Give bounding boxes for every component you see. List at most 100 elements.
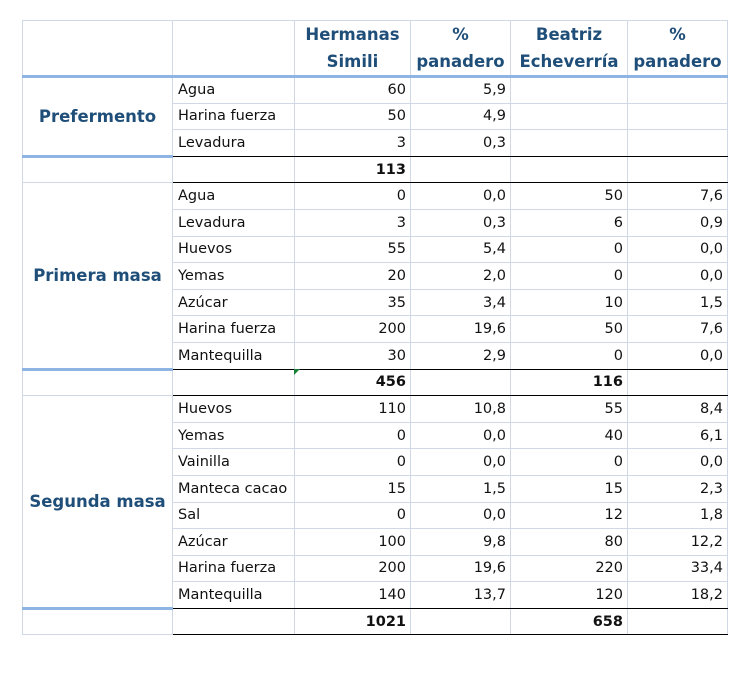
simili-grams-cell[interactable]: 0 bbox=[294, 421, 411, 450]
beatriz-percent-cell[interactable]: 1,8 bbox=[627, 501, 728, 530]
beatriz-grams-cell[interactable]: 10 bbox=[510, 288, 628, 317]
total-blank-cell[interactable] bbox=[22, 155, 173, 184]
simili-percent-cell[interactable]: 0,3 bbox=[410, 208, 511, 237]
header-ingredient-cell[interactable] bbox=[172, 20, 295, 78]
simili-grams-cell[interactable]: 3 bbox=[294, 208, 411, 237]
beatriz-percent-cell[interactable]: 7,6 bbox=[627, 182, 728, 210]
beatriz-percent-cell[interactable]: 7,6 bbox=[627, 315, 728, 343]
simili-percent-cell[interactable]: 1,5 bbox=[410, 474, 511, 503]
simili-percent-cell[interactable]: 0,0 bbox=[410, 421, 511, 450]
total-blank-cell[interactable] bbox=[22, 368, 173, 397]
ingredient-cell[interactable]: Mantequilla bbox=[172, 341, 295, 370]
total-beatriz-cell[interactable]: 658 bbox=[510, 607, 628, 636]
simili-grams-cell[interactable]: 35 bbox=[294, 288, 411, 317]
beatriz-percent-cell[interactable]: 0,0 bbox=[627, 448, 728, 476]
beatriz-grams-cell[interactable]: 50 bbox=[510, 315, 628, 343]
total-simili-percent-cell[interactable] bbox=[410, 368, 511, 397]
simili-grams-cell[interactable]: 200 bbox=[294, 315, 411, 343]
ingredient-cell[interactable]: Sal bbox=[172, 501, 295, 530]
ingredient-cell[interactable]: Harina fuerza bbox=[172, 102, 295, 131]
total-beatriz-percent-cell[interactable] bbox=[627, 368, 728, 397]
header-pct-simili[interactable]: % panadero bbox=[410, 20, 511, 78]
simili-percent-cell[interactable]: 10,8 bbox=[410, 395, 511, 423]
header-pct-beatriz[interactable]: % panadero bbox=[627, 20, 728, 78]
beatriz-percent-cell[interactable] bbox=[627, 76, 728, 104]
section-label-primera-masa[interactable]: Primera masa bbox=[22, 182, 173, 371]
beatriz-percent-cell[interactable]: 8,4 bbox=[627, 395, 728, 423]
ingredient-cell[interactable]: Manteca cacao bbox=[172, 474, 295, 503]
total-label-cell[interactable] bbox=[172, 155, 295, 184]
header-beatriz[interactable]: Beatriz Echeverría bbox=[510, 20, 628, 78]
simili-grams-cell[interactable]: 50 bbox=[294, 102, 411, 131]
simili-grams-cell[interactable]: 30 bbox=[294, 341, 411, 370]
beatriz-grams-cell[interactable]: 0 bbox=[510, 235, 628, 264]
beatriz-percent-cell[interactable]: 0,9 bbox=[627, 208, 728, 237]
beatriz-grams-cell[interactable] bbox=[510, 129, 628, 157]
beatriz-percent-cell[interactable] bbox=[627, 102, 728, 131]
section-label-prefermento[interactable]: Prefermento bbox=[22, 76, 173, 158]
beatriz-percent-cell[interactable]: 6,1 bbox=[627, 421, 728, 450]
total-beatriz-cell[interactable] bbox=[510, 155, 628, 184]
total-simili-cell[interactable]: 1021 bbox=[294, 607, 411, 636]
ingredient-cell[interactable]: Agua bbox=[172, 76, 295, 104]
beatriz-percent-cell[interactable]: 12,2 bbox=[627, 528, 728, 556]
simili-grams-cell[interactable]: 200 bbox=[294, 554, 411, 583]
ingredient-cell[interactable]: Azúcar bbox=[172, 288, 295, 317]
beatriz-percent-cell[interactable]: 0,0 bbox=[627, 341, 728, 370]
total-beatriz-cell[interactable]: 116 bbox=[510, 368, 628, 397]
beatriz-grams-cell[interactable]: 220 bbox=[510, 554, 628, 583]
simili-percent-cell[interactable]: 5,9 bbox=[410, 76, 511, 104]
beatriz-grams-cell[interactable] bbox=[510, 102, 628, 131]
simili-grams-cell[interactable]: 0 bbox=[294, 501, 411, 530]
simili-grams-cell[interactable]: 15 bbox=[294, 474, 411, 503]
simili-percent-cell[interactable]: 19,6 bbox=[410, 315, 511, 343]
simili-grams-cell[interactable]: 0 bbox=[294, 182, 411, 210]
ingredient-cell[interactable]: Huevos bbox=[172, 235, 295, 264]
beatriz-grams-cell[interactable]: 0 bbox=[510, 341, 628, 370]
total-simili-percent-cell[interactable] bbox=[410, 607, 511, 636]
ingredient-cell[interactable]: Mantequilla bbox=[172, 581, 295, 609]
simili-percent-cell[interactable]: 3,4 bbox=[410, 288, 511, 317]
simili-percent-cell[interactable]: 19,6 bbox=[410, 554, 511, 583]
simili-grams-cell[interactable]: 3 bbox=[294, 129, 411, 157]
ingredient-cell[interactable]: Huevos bbox=[172, 395, 295, 423]
simili-grams-cell[interactable]: 20 bbox=[294, 262, 411, 290]
simili-percent-cell[interactable]: 0,0 bbox=[410, 448, 511, 476]
ingredient-cell[interactable]: Vainilla bbox=[172, 448, 295, 476]
simili-percent-cell[interactable]: 0,3 bbox=[410, 129, 511, 157]
beatriz-grams-cell[interactable] bbox=[510, 76, 628, 104]
total-simili-percent-cell[interactable] bbox=[410, 155, 511, 184]
total-beatriz-percent-cell[interactable] bbox=[627, 155, 728, 184]
beatriz-grams-cell[interactable]: 55 bbox=[510, 395, 628, 423]
simili-grams-cell[interactable]: 100 bbox=[294, 528, 411, 556]
beatriz-grams-cell[interactable]: 80 bbox=[510, 528, 628, 556]
simili-percent-cell[interactable]: 2,0 bbox=[410, 262, 511, 290]
ingredient-cell[interactable]: Levadura bbox=[172, 129, 295, 157]
simili-grams-cell[interactable]: 55 bbox=[294, 235, 411, 264]
simili-percent-cell[interactable]: 4,9 bbox=[410, 102, 511, 131]
ingredient-cell[interactable]: Harina fuerza bbox=[172, 554, 295, 583]
simili-percent-cell[interactable]: 2,9 bbox=[410, 341, 511, 370]
ingredient-cell[interactable]: Agua bbox=[172, 182, 295, 210]
total-simili-cell[interactable]: 456 bbox=[294, 368, 411, 397]
total-label-cell[interactable] bbox=[172, 607, 295, 636]
beatriz-percent-cell[interactable]: 2,3 bbox=[627, 474, 728, 503]
ingredient-cell[interactable]: Harina fuerza bbox=[172, 315, 295, 343]
ingredient-cell[interactable]: Azúcar bbox=[172, 528, 295, 556]
beatriz-grams-cell[interactable]: 50 bbox=[510, 182, 628, 210]
beatriz-percent-cell[interactable] bbox=[627, 129, 728, 157]
ingredient-cell[interactable]: Levadura bbox=[172, 208, 295, 237]
beatriz-grams-cell[interactable]: 12 bbox=[510, 501, 628, 530]
total-simili-cell[interactable]: 113 bbox=[294, 155, 411, 184]
simili-percent-cell[interactable]: 13,7 bbox=[410, 581, 511, 609]
beatriz-grams-cell[interactable]: 6 bbox=[510, 208, 628, 237]
simili-percent-cell[interactable]: 0,0 bbox=[410, 182, 511, 210]
ingredient-cell[interactable]: Yemas bbox=[172, 262, 295, 290]
header-section-cell[interactable] bbox=[22, 20, 173, 78]
header-simili[interactable]: Hermanas Simili bbox=[294, 20, 411, 78]
beatriz-percent-cell[interactable]: 0,0 bbox=[627, 235, 728, 264]
simili-percent-cell[interactable]: 5,4 bbox=[410, 235, 511, 264]
beatriz-percent-cell[interactable]: 0,0 bbox=[627, 262, 728, 290]
beatriz-grams-cell[interactable]: 0 bbox=[510, 262, 628, 290]
beatriz-grams-cell[interactable]: 15 bbox=[510, 474, 628, 503]
